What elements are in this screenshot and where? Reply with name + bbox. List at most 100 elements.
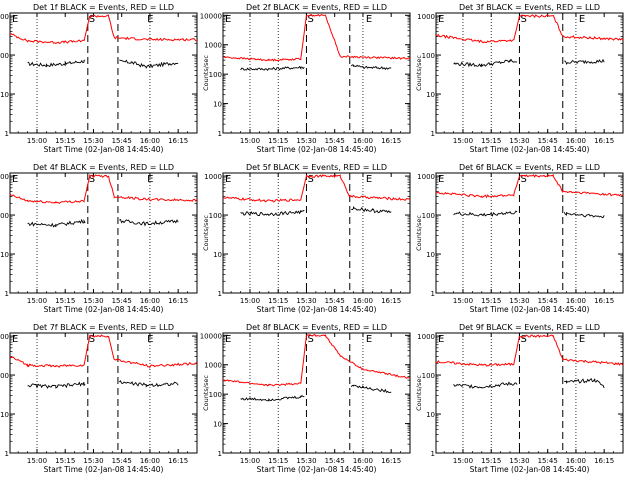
lld-series-line	[9, 334, 198, 370]
panel-title: Det 5f BLACK = Events, RED = LLD	[246, 163, 387, 172]
x-tick-label: 15:30	[509, 137, 529, 145]
end-marker-label: E	[366, 14, 372, 25]
end-marker-label: E	[438, 174, 444, 185]
end-marker-label: E	[366, 174, 372, 185]
events-series-line	[453, 210, 605, 219]
y-tick-label: 10	[0, 251, 9, 259]
y-tick-label: 1000	[204, 42, 222, 50]
y-tick-label: 10	[213, 251, 222, 259]
y-tick-label: 1	[218, 130, 222, 138]
detector-panel: Det 2f BLACK = Events, RED = LLD 1 10 100 10…	[200, 3, 411, 154]
x-tick-label: 16:15	[381, 137, 401, 145]
events-series-line	[453, 377, 605, 389]
lld-series-line	[222, 13, 411, 62]
x-tick-label: 15:15	[481, 297, 501, 305]
end-marker-label: E	[579, 334, 585, 345]
events-series-line	[240, 205, 392, 217]
y-tick-label: 10	[213, 101, 222, 109]
y-tick-label: 10	[0, 411, 9, 419]
x-tick-label: 16:15	[594, 297, 614, 305]
x-tick-label: 15:45	[325, 137, 345, 145]
x-tick-label: 15:15	[55, 137, 75, 145]
start-marker-label: S	[520, 334, 526, 345]
panel-title: Det 3f BLACK = Events, RED = LLD	[459, 3, 600, 12]
x-tick-label: 15:15	[268, 297, 288, 305]
y-tick-label: 100	[209, 212, 222, 220]
x-tick-label: 15:15	[55, 457, 75, 465]
x-axis-label: Start Time (02-Jan-08 14:45:40)	[44, 145, 164, 154]
x-tick-label: 15:30	[509, 297, 529, 305]
x-tick-label: 15:30	[83, 457, 103, 465]
panel-title: Det 4f BLACK = Events, RED = LLD	[33, 163, 174, 172]
x-tick-label: 15:45	[538, 137, 558, 145]
start-marker-label: S	[89, 14, 95, 25]
start-marker-label: S	[89, 174, 95, 185]
x-axis-label: Start Time (02-Jan-08 14:45:40)	[44, 465, 164, 474]
plot-frame	[222, 332, 411, 454]
end-marker-label: E	[579, 14, 585, 25]
plot-frame	[222, 12, 411, 134]
y-axis-label: Counts/sec	[202, 375, 210, 411]
end-marker-label: E	[225, 174, 231, 185]
x-tick-label: 15:45	[538, 297, 558, 305]
events-series-line	[27, 59, 179, 69]
end-marker-label: E	[438, 334, 444, 345]
end-marker-label: E	[12, 334, 18, 345]
x-tick-label: 16:00	[140, 457, 160, 465]
x-tick-label: 15:00	[453, 457, 473, 465]
detector-panel: Det 6f BLACK = Events, RED = LLD 1 10 100 10…	[415, 163, 624, 314]
end-marker-label: E	[147, 174, 153, 185]
start-marker-label: S	[520, 14, 526, 25]
end-marker-label: E	[12, 14, 18, 25]
y-tick-label: 10	[0, 91, 9, 99]
x-axis-label: Start Time (02-Jan-08 14:45:40)	[470, 145, 590, 154]
y-tick-label: 1	[218, 450, 222, 458]
y-tick-label: 1000	[417, 173, 435, 181]
y-tick-label: 10	[426, 411, 435, 419]
lld-series-line	[9, 14, 198, 45]
y-tick-label: 1	[5, 130, 9, 138]
end-marker-label: E	[225, 334, 231, 345]
start-marker-label: S	[307, 14, 313, 25]
x-axis-label: Start Time (02-Jan-08 14:45:40)	[470, 465, 590, 474]
x-tick-label: 15:45	[112, 457, 132, 465]
x-tick-label: 16:00	[353, 137, 373, 145]
y-tick-label: 1000	[204, 173, 222, 181]
plot-frame	[222, 172, 411, 294]
y-tick-label: 1	[431, 450, 435, 458]
y-tick-label: 1000	[0, 333, 9, 341]
x-tick-label: 16:00	[566, 137, 586, 145]
x-tick-label: 15:00	[240, 137, 260, 145]
y-axis-label: Counts/sec	[202, 215, 210, 251]
events-series-line	[27, 218, 179, 228]
x-tick-label: 15:30	[509, 457, 529, 465]
y-tick-label: 100	[209, 71, 222, 79]
end-marker-label: E	[147, 334, 153, 345]
lld-series-line	[435, 14, 624, 44]
y-tick-label: 1	[218, 290, 222, 298]
y-tick-label: 1	[431, 130, 435, 138]
panel-title: Det 6f BLACK = Events, RED = LLD	[459, 163, 600, 172]
x-tick-label: 15:45	[112, 297, 132, 305]
x-tick-label: 15:45	[325, 297, 345, 305]
lld-series-line	[9, 174, 198, 205]
events-series-line	[240, 384, 392, 402]
y-tick-label: 10000	[200, 12, 222, 20]
y-axis-label: Counts/sec	[415, 215, 423, 251]
x-tick-label: 15:15	[481, 457, 501, 465]
x-tick-label: 15:30	[296, 137, 316, 145]
y-tick-label: 100	[0, 52, 9, 60]
detector-panel: Det 1f BLACK = Events, RED = LLD 1 10 100 10…	[0, 3, 198, 154]
x-tick-label: 16:15	[381, 457, 401, 465]
detector-panel: Det 7f BLACK = Events, RED = LLD 1 10 100 10…	[0, 323, 198, 474]
panel-title: Det 2f BLACK = Events, RED = LLD	[246, 3, 387, 12]
y-tick-label: 1000	[0, 173, 9, 181]
x-tick-label: 16:00	[353, 297, 373, 305]
start-marker-label: S	[89, 334, 95, 345]
x-tick-label: 15:45	[538, 457, 558, 465]
x-tick-label: 15:00	[240, 297, 260, 305]
plot-frame	[9, 12, 198, 134]
detector-panel: Det 9f BLACK = Events, RED = LLD 1 10 100 10…	[415, 323, 624, 474]
y-axis-label: Counts/sec	[415, 55, 423, 91]
